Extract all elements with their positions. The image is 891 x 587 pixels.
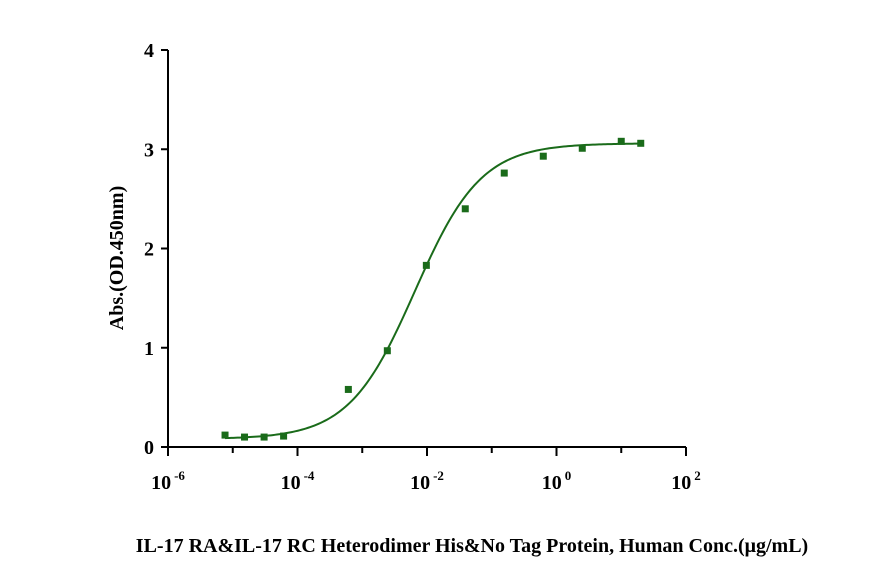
data-point [637, 139, 645, 147]
y-axis-ticks: 0 1 2 3 4 [144, 40, 168, 459]
data-point [578, 144, 586, 152]
y-tick-label: 4 [144, 40, 154, 62]
y-tick-label: 0 [144, 437, 154, 459]
data-points [221, 137, 645, 441]
data-point [221, 431, 229, 439]
data-point [260, 433, 268, 441]
y-tick-label: 3 [144, 139, 154, 161]
x-tick-label: 10 2 [671, 468, 701, 494]
data-point [422, 261, 430, 269]
data-point [241, 433, 249, 441]
data-point [500, 169, 508, 177]
data-point [344, 385, 352, 393]
x-tick-label: 10 0 [542, 468, 572, 494]
x-axis-title: IL-17 RA&IL-17 RC Heterodimer His&No Tag… [136, 535, 808, 557]
y-axis-title: Abs.(OD.450nm) [106, 186, 128, 330]
x-tick-label: 10 -4 [281, 468, 315, 494]
data-point [383, 347, 391, 355]
x-axis-ticks: 10 -6 10 -4 10 -2 10 0 10 2 [151, 447, 701, 494]
x-tick-label: 10 -2 [410, 468, 444, 494]
fit-curve [225, 142, 641, 440]
y-tick-label: 1 [144, 338, 154, 360]
x-tick-label: 10 -6 [151, 468, 185, 494]
data-point [280, 432, 288, 440]
data-point [539, 152, 547, 160]
data-point [461, 205, 469, 213]
axes [167, 50, 686, 448]
data-point [617, 137, 625, 145]
y-tick-label: 2 [144, 239, 154, 261]
